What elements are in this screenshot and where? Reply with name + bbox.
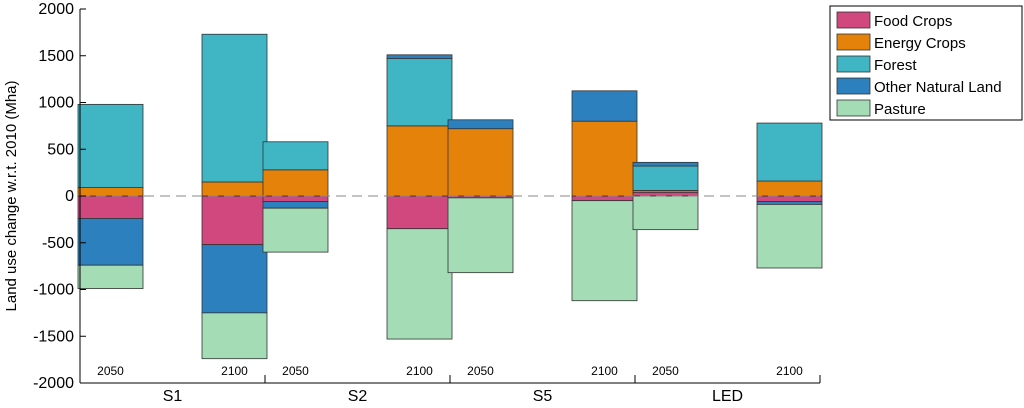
axes-layer: -2000 -1500 -1000 -500 0 500 1000 1500 2000 2050 2… — [33, 1, 821, 405]
year-label-s2-2050: 2050 — [282, 364, 309, 378]
bar-segment-s2-2050-food-crops — [262, 195, 329, 203]
bar-segment-s5-2100-food-crops — [571, 195, 638, 202]
bars-layer — [77, 33, 823, 360]
bar-segment-s5-2100-energy-crops — [571, 120, 638, 197]
bar-segment-s1-2050-food-crops — [77, 195, 144, 219]
bar-segment-led-2050-other-natural-land — [632, 161, 699, 167]
legend: Food Crops Energy Crops Forest Other Natura… — [829, 5, 1023, 121]
bar-segment-led-2100-other-natural-land — [756, 201, 823, 205]
bar-segment-s2-2050-energy-crops — [262, 169, 329, 197]
bar-segment-led-2100-food-crops — [756, 195, 823, 203]
legend-label-food-crops: Food Crops — [874, 13, 952, 30]
y-tick-label: -500 — [42, 235, 74, 252]
bar-segment-s1-2100-energy-crops — [201, 181, 268, 197]
group-label-s1: S1 — [163, 388, 183, 405]
y-tick-label: 1000 — [38, 95, 74, 112]
group-label-led: LED — [712, 388, 743, 405]
bar-segment-led-2050-forest — [632, 165, 699, 191]
bar-segment-led-2100-forest — [756, 122, 823, 182]
year-label-s2-2100: 2100 — [406, 364, 433, 378]
bar-segment-s2-2050-other-natural-land — [262, 201, 329, 209]
bar-segment-s2-2100-forest — [386, 58, 453, 127]
legend-swatch-other-natural-land — [836, 77, 871, 95]
bar-segment-s1-2050-forest — [77, 103, 144, 188]
y-tick-label: -1500 — [33, 328, 74, 345]
year-label-s5-2050: 2050 — [467, 364, 494, 378]
bar-segment-s2-2050-forest — [262, 141, 329, 171]
bar-segment-s5-2100-pasture — [571, 200, 638, 302]
y-tick-label: 1500 — [38, 48, 74, 65]
bar-segment-s5-2100-other-natural-land — [571, 90, 638, 122]
bar-segment-s5-2050-energy-crops — [447, 128, 514, 197]
bar-segment-s5-2050-pasture — [447, 197, 514, 274]
bar-segment-s1-2100-food-crops — [201, 195, 268, 246]
bar-segment-led-2050-pasture — [632, 195, 699, 231]
bar-segment-s2-2100-energy-crops — [386, 125, 453, 197]
bar-segment-s1-2100-pasture — [201, 312, 268, 360]
bar-segment-s2-2050-pasture — [262, 207, 329, 253]
y-tick-label: -2000 — [33, 375, 74, 392]
group-label-s5: S5 — [533, 388, 553, 405]
bar-segment-s2-2100-pasture — [386, 228, 453, 340]
bar-segment-led-2050-food-crops — [632, 191, 699, 197]
year-label-led-2100: 2100 — [776, 364, 803, 378]
bar-segment-s1-2100-other-natural-land — [201, 244, 268, 314]
y-tick-label: 500 — [47, 141, 74, 158]
bar-segment-led-2100-energy-crops — [756, 180, 823, 197]
bar-segment-s1-2050-energy-crops — [77, 187, 144, 197]
bar-segment-s1-2050-pasture — [77, 264, 144, 289]
y-axis-title: Land use change w.r.t. 2010 (Mha) — [3, 81, 20, 312]
year-label-s5-2100: 2100 — [591, 364, 618, 378]
legend-swatch-pasture — [836, 99, 871, 117]
bar-segment-s2-2100-other-natural-land — [386, 54, 453, 59]
legend-swatch-forest — [836, 55, 871, 73]
legend-label-pasture: Pasture — [874, 101, 926, 118]
legend-swatch-energy-crops — [836, 33, 871, 51]
y-tick-label: 0 — [65, 188, 74, 205]
bar-segment-s2-2100-food-crops — [386, 195, 453, 230]
year-label-led-2050: 2050 — [652, 364, 679, 378]
bar-segment-led-2100-pasture — [756, 204, 823, 269]
year-label-s1-2100: 2100 — [221, 364, 248, 378]
legend-label-forest: Forest — [874, 57, 917, 74]
group-label-s2: S2 — [348, 388, 368, 405]
year-label-s1-2050: 2050 — [97, 364, 124, 378]
bar-segment-s1-2100-forest — [201, 33, 268, 183]
bar-segment-s5-2050-other-natural-land — [447, 119, 514, 130]
legend-label-energy-crops: Energy Crops — [874, 35, 966, 52]
legend-label-other-natural-land: Other Natural Land — [874, 79, 1002, 96]
y-tick-label: 2000 — [38, 1, 74, 18]
y-tick-label: -1000 — [33, 282, 74, 299]
legend-swatch-food-crops — [836, 11, 871, 29]
bar-segment-s1-2050-other-natural-land — [77, 218, 144, 266]
